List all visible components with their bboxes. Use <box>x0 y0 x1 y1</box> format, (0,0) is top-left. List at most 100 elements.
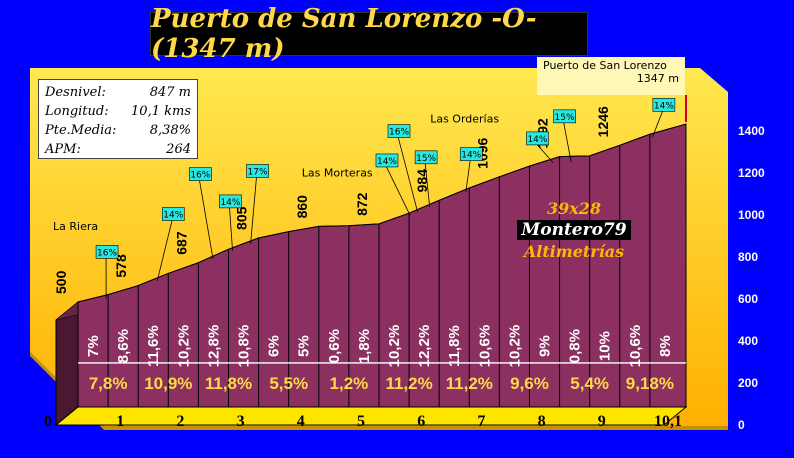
grade-tag-leader <box>198 179 214 259</box>
stat-longitud: Longitud: 10,1 kms <box>45 102 191 121</box>
km-grade-label: 5,4% <box>570 374 609 393</box>
x-tick-label: 2 <box>176 413 184 430</box>
x-tick-label: 0 <box>44 413 52 430</box>
stat-label: Pte.Media: <box>45 123 117 138</box>
place-label: Las Orderías <box>430 112 499 125</box>
half-km-grade-label: 10,6% <box>476 325 493 368</box>
km-grade-label: 9,6% <box>510 374 549 393</box>
altitude-label: 687 <box>173 231 189 255</box>
stat-value: 847 m <box>149 85 191 100</box>
y-tick-label: 800 <box>738 250 758 264</box>
stat-value: 10,1 kms <box>131 104 191 119</box>
grade-tag-text: 14% <box>377 157 397 167</box>
stats-panel: Desnivel: 847 m Longitud: 10,1 kms Pte.Med… <box>38 79 198 159</box>
x-tick-label: 1 <box>116 413 124 430</box>
altitude-label: 805 <box>234 206 250 230</box>
grade-tag-leader <box>563 121 572 163</box>
x-tick-label: 5 <box>357 413 365 430</box>
km-grade-label: 7,8% <box>89 374 128 393</box>
grade-tag-leader <box>250 176 257 244</box>
grade-tag-box <box>526 131 549 146</box>
half-km-grade-label: 0,8% <box>567 329 584 363</box>
grade-tag-text: 14% <box>527 135 547 145</box>
stat-apm: APM: 264 <box>45 140 191 159</box>
grade-tag-box <box>375 153 399 168</box>
grade-tag-box <box>414 150 438 165</box>
x-tick-label: 9 <box>598 413 606 430</box>
half-km-grade-label: 11,8% <box>446 325 463 367</box>
stat-label: Longitud: <box>45 104 109 119</box>
grade-tag-box <box>95 245 119 259</box>
grade-tag-box <box>652 98 676 112</box>
summit-altitude: 1347 m <box>636 72 679 85</box>
half-km-grade-label: 7% <box>85 335 102 357</box>
chart-title: Puerto de San Lorenzo -O- (1347 m) <box>150 4 588 64</box>
baseline-strip <box>54 406 688 426</box>
stat-value: 264 <box>166 142 191 157</box>
grade-tag-text: 15% <box>416 154 436 164</box>
profile-left-wall <box>55 300 79 427</box>
x-tick-label: 10,1 <box>654 413 682 430</box>
stat-desnivel: Desnivel: 847 m <box>45 83 191 102</box>
grade-tag-text: 16% <box>190 171 210 181</box>
altitude-label: 872 <box>354 192 370 216</box>
altitude-label: 500 <box>53 270 69 294</box>
half-km-grade-label: 9% <box>537 335 554 357</box>
half-km-grade-label: 10% <box>597 331 614 361</box>
grade-tag-text: 15% <box>555 113 575 123</box>
grade-tag-box <box>219 194 242 209</box>
stat-pte-media: Pte.Media: 8,38% <box>45 121 191 140</box>
grade-tag-leader <box>229 206 233 251</box>
place-label: Las Morteras <box>302 166 373 179</box>
x-tick-label: 8 <box>538 413 546 430</box>
profile-front-face <box>77 123 687 408</box>
grade-tag-text: 14% <box>654 101 674 111</box>
credit-scale: 39x28 <box>546 199 602 218</box>
grade-tag-box <box>553 109 576 124</box>
credit-site: Altimetrías <box>523 242 625 261</box>
altitude-label: 860 <box>294 195 310 219</box>
x-tick-label: 4 <box>297 413 305 430</box>
grade-tag-leader <box>465 159 471 193</box>
y-tick-label: 1200 <box>738 166 765 180</box>
stat-label: APM: <box>45 142 81 157</box>
y-tick-label: 1000 <box>738 208 765 222</box>
summit-name: Puerto de San Lorenzo <box>543 59 667 72</box>
grade-tag-text: 14% <box>461 151 481 161</box>
half-km-grade-label: 0,6% <box>326 329 343 363</box>
grade-tag-leader <box>156 219 173 281</box>
km-grade-label: 5,5% <box>269 374 308 393</box>
grade-tag-box <box>459 147 483 161</box>
credit-author: Montero79 <box>517 220 631 240</box>
half-km-grade-label: 10,2% <box>506 325 523 368</box>
x-tick-label: 6 <box>417 413 425 430</box>
altitude-label: 578 <box>113 254 129 278</box>
half-km-grade-label: 11,6% <box>145 325 162 367</box>
y-tick-label: 0 <box>738 418 745 432</box>
km-grade-label: 10,9% <box>144 374 192 393</box>
x-tick-label: 7 <box>477 413 485 430</box>
author-credit: 39x28 Montero79 Altimetrías <box>514 199 634 261</box>
place-label: La Riera <box>53 220 98 233</box>
grade-tag-text: 17% <box>248 167 268 177</box>
grade-tag-leader <box>536 143 554 163</box>
km-grade-label: 1,2% <box>330 374 369 393</box>
half-km-grade-label: 8% <box>657 335 674 357</box>
grade-tag-text: 16% <box>97 248 117 258</box>
stat-label: Desnivel: <box>45 85 106 100</box>
grade-tag-leader <box>385 165 411 216</box>
y-tick-label: 400 <box>738 334 758 348</box>
grade-tag-box <box>161 207 185 221</box>
grade-tag-text: 14% <box>220 198 240 208</box>
grade-tag-leader <box>397 136 419 213</box>
km-grade-label: 11,2% <box>446 374 493 393</box>
half-km-grade-label: 8,6% <box>115 329 132 363</box>
stat-value: 8,38% <box>149 123 191 138</box>
half-km-grade-label: 10,2% <box>386 325 403 368</box>
x-tick-label: 3 <box>237 413 245 430</box>
grade-tag-text: 16% <box>389 128 409 138</box>
half-km-grade-label: 12,2% <box>416 325 433 368</box>
y-tick-label: 600 <box>738 292 758 306</box>
